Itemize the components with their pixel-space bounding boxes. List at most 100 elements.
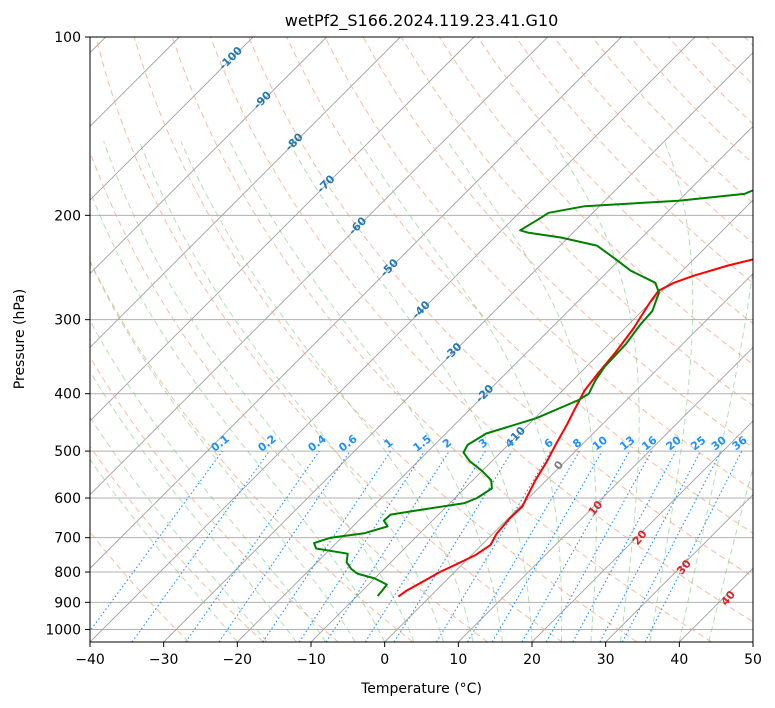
isotherm-line [310, 199, 753, 642]
mixing-ratio-label: 25 [688, 434, 708, 454]
moist-adiabat [229, 141, 503, 642]
isotherm-label: -60 [346, 214, 369, 237]
y-tick-label: 800 [54, 565, 81, 581]
x-tick-label: −10 [296, 652, 326, 668]
mixing-ratio-line [393, 450, 513, 642]
y-tick-label: 300 [54, 313, 81, 329]
isotherm-label: -70 [314, 172, 337, 195]
moist-adiabat [649, 141, 694, 642]
isotherm-line [90, 37, 475, 422]
y-tick-label: 900 [54, 595, 81, 611]
moist-adiabats [90, 141, 753, 642]
x-tick-label: 10 [449, 652, 467, 668]
mixing-ratio-line [491, 450, 603, 642]
moist-adiabat [90, 319, 327, 642]
isotherm-label: -100 [216, 44, 245, 73]
isotherm-label: -80 [283, 130, 306, 153]
mixing-ratio-label: 8 [570, 436, 584, 451]
mixing-ratio-line [218, 450, 351, 642]
isotherm-line [90, 37, 696, 642]
mixing-ratio-label: 2 [440, 436, 454, 451]
mixing-ratio-line [572, 450, 677, 642]
isotherm-label: -20 [473, 382, 496, 405]
skewed-isotherm-gridlines [90, 37, 753, 642]
mixing-ratio-label: 36 [730, 433, 750, 453]
dry-adiabat [90, 259, 414, 642]
dry-adiabat [553, 37, 753, 244]
dewpoint-profile [313, 189, 753, 597]
mixing-ratio-line [644, 450, 743, 642]
mixing-ratio-line [298, 450, 425, 642]
dry-adiabat [706, 37, 753, 86]
x-tick-label: −20 [223, 652, 253, 668]
mixing-ratio-line [545, 450, 653, 642]
dry-adiabat [515, 37, 753, 284]
isotherm-line [90, 37, 548, 496]
isotherm-line [531, 420, 753, 642]
x-tick-label: −30 [149, 652, 179, 668]
chart-title: wetPf2_S166.2024.119.23.41.G10 [285, 11, 559, 31]
y-tick-label: 400 [54, 387, 81, 403]
plot-frame [89, 36, 754, 643]
dry-adiabats [90, 37, 753, 642]
dry-adiabat [286, 37, 753, 534]
moist-adiabat [552, 141, 640, 642]
dry-adiabat [248, 37, 753, 578]
y-tick-label: 1000 [45, 622, 81, 638]
isotherm-line [679, 567, 753, 642]
moist-adiabat [90, 260, 356, 642]
isotherm-line [458, 346, 753, 642]
moist-adiabat [138, 141, 445, 642]
x-tick-label: −40 [75, 652, 105, 668]
mixing-ratio-line [185, 450, 320, 642]
moist-adiabat [359, 141, 563, 642]
dry-adiabat [591, 37, 753, 204]
y-tick-label: 100 [54, 30, 81, 46]
mixing-ratio-line [599, 450, 702, 642]
isotherm-line [90, 37, 327, 275]
isotherm-line [384, 273, 753, 642]
moist-adiabat [708, 466, 753, 642]
mixing-ratio-line [90, 450, 223, 632]
x-tick-label: 40 [670, 652, 688, 668]
moist-adiabat [103, 141, 415, 642]
mixing-ratio-line [262, 450, 392, 642]
x-axis-ticks: −40 −30 −20 −10 0 10 20 30 40 50 [75, 642, 762, 668]
dry-adiabat [133, 37, 638, 642]
y-axis-label: Pressure (hPa) [12, 289, 28, 389]
y-tick-label: 200 [54, 208, 81, 224]
moist-adiabat-label: 30 [674, 557, 694, 577]
y-axis-ticks: 1000 900 800 700 600 500 400 300 200 100 [45, 30, 90, 638]
x-tick-label: 30 [597, 652, 615, 668]
dry-adiabat [668, 37, 753, 125]
moist-adiabat-label: 0 [551, 458, 566, 472]
dry-adiabat [90, 445, 264, 642]
isotherm-line [90, 37, 254, 201]
moist-adiabat [90, 370, 297, 642]
moist-adiabat [288, 141, 533, 642]
dry-adiabat [90, 356, 339, 642]
mixing-ratio-line [325, 450, 450, 642]
isotherm-line [163, 52, 753, 642]
temperature-profile [397, 258, 753, 598]
isotherm-line [605, 494, 753, 642]
mixing-ratio-line [467, 450, 580, 642]
dry-adiabat [744, 37, 753, 47]
plot-area: 0.1 0.2 0.4 0.6 1 1.5 2 3 4 6 8 10 13 16 20 25 30 36-100-… [90, 37, 753, 642]
isotherm-label: -30 [441, 340, 464, 363]
mixing-ratio-lines [90, 450, 743, 642]
y-tick-label: 600 [54, 491, 81, 507]
dry-adiabat [438, 37, 753, 366]
moist-adiabat [90, 458, 238, 642]
mixing-ratio-label: 30 [709, 433, 729, 453]
mixing-ratio-line [364, 450, 486, 642]
moist-adiabat [90, 416, 268, 642]
y-tick-label: 700 [54, 531, 81, 547]
sounding-profiles [313, 189, 753, 598]
moist-adiabat-label: 10 [586, 498, 606, 518]
isotherm-label: -40 [410, 298, 433, 321]
mixing-ratio-label: 13 [617, 434, 637, 454]
x-tick-label: 20 [523, 652, 541, 668]
isotherm-line [90, 37, 401, 348]
isotherm-label: -50 [378, 256, 401, 279]
